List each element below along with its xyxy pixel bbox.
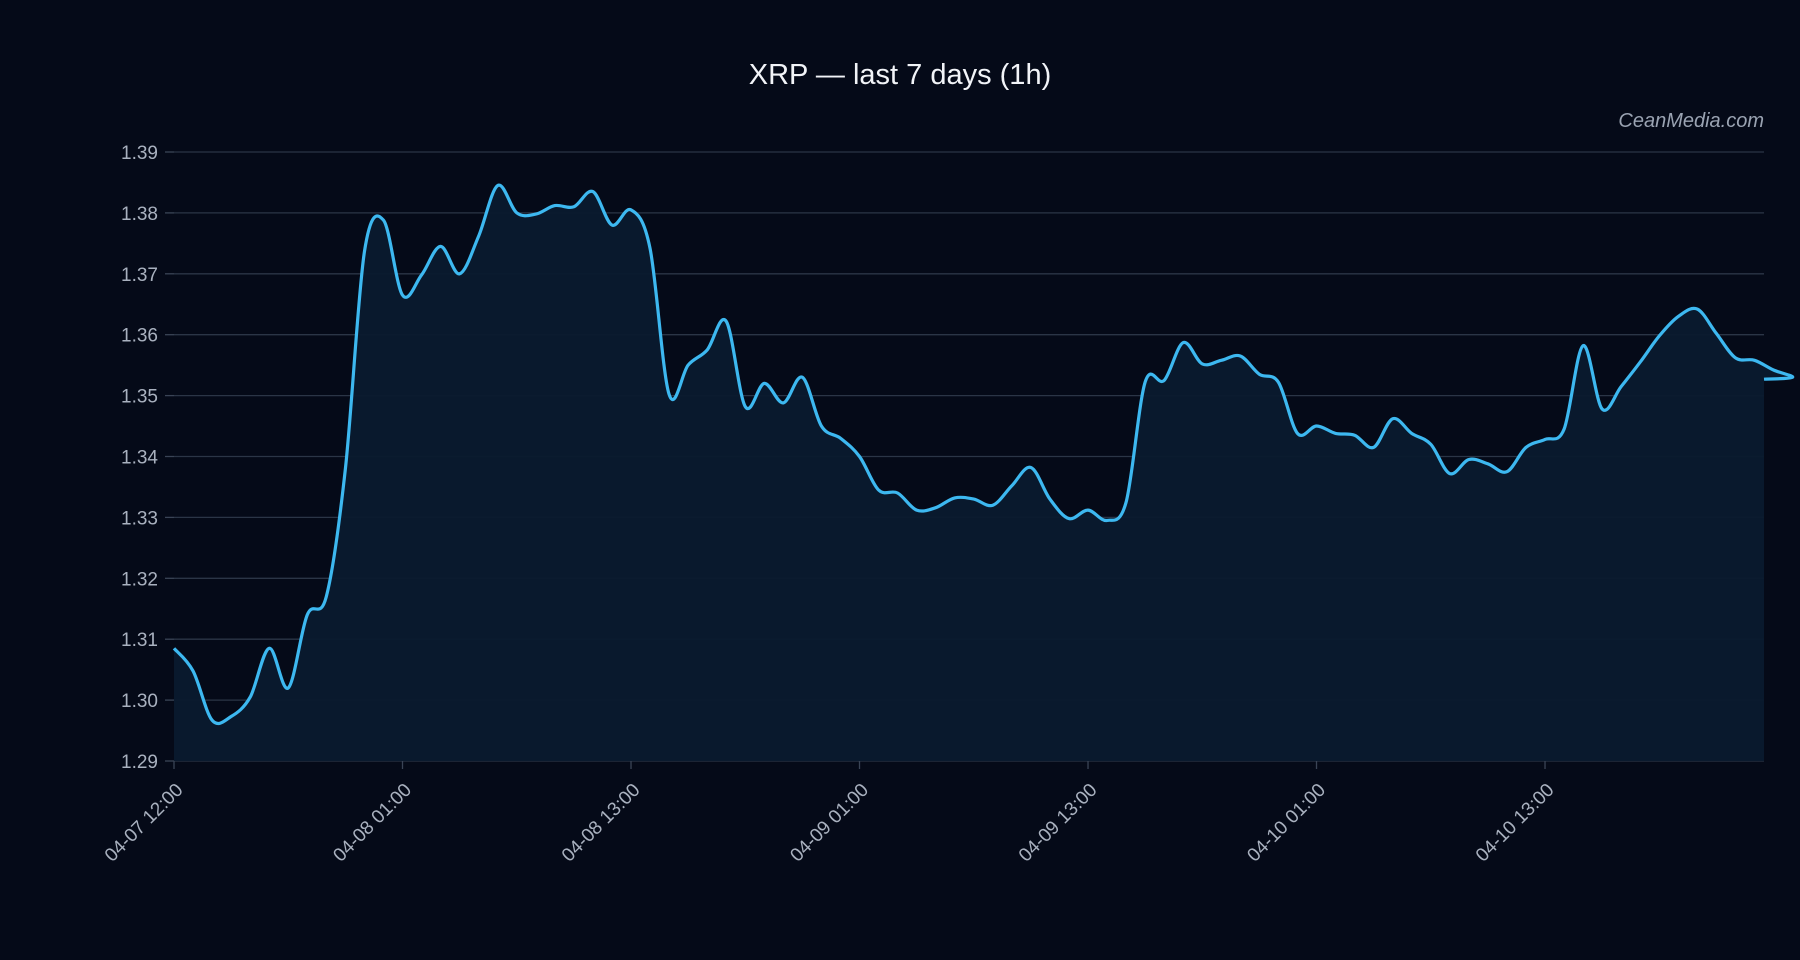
y-tick-label: 1.33 (121, 508, 158, 529)
price-area-fill (174, 185, 1793, 761)
price-line (172, 183, 1795, 725)
y-tick-label: 1.39 (121, 143, 158, 164)
y-tick-label: 1.36 (121, 326, 158, 347)
y-tick-label: 1.31 (121, 630, 158, 651)
y-axis: 1.29 1.30 1.31 1.32 1.33 1.34 1.35 1.36 1.37 1.38… (121, 143, 174, 773)
y-tick-label: 1.38 (121, 204, 158, 225)
y-tick-label: 1.35 (121, 387, 158, 408)
y-tick-label: 1.34 (121, 448, 158, 469)
y-tick-label: 1.29 (121, 752, 158, 773)
chart-title: XRP — last 7 days (1h) (749, 59, 1051, 91)
y-tick-label: 1.37 (121, 265, 158, 286)
watermark-text: CeanMedia.com (1618, 110, 1764, 132)
y-tick-label: 1.30 (121, 691, 158, 712)
y-tick-label: 1.32 (121, 569, 158, 590)
